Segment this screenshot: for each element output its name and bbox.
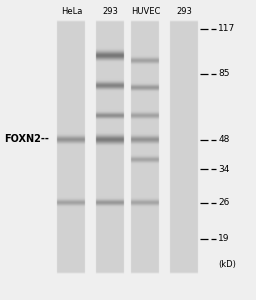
Text: 26: 26 (218, 198, 230, 207)
Text: 85: 85 (218, 69, 230, 78)
Text: 117: 117 (218, 24, 236, 33)
Text: FOXN2--: FOXN2-- (4, 134, 49, 145)
Text: HUVEC: HUVEC (131, 8, 161, 16)
Text: 293: 293 (102, 8, 118, 16)
Text: 34: 34 (218, 165, 230, 174)
Text: 293: 293 (176, 8, 192, 16)
Text: (kD): (kD) (218, 260, 236, 268)
Text: HeLa: HeLa (61, 8, 82, 16)
Text: 48: 48 (218, 135, 230, 144)
Text: 19: 19 (218, 234, 230, 243)
